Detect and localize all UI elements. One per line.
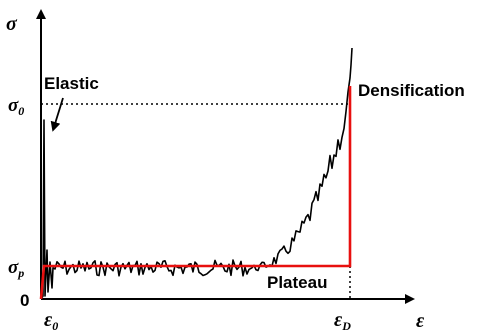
idealized-stress-strain-curve <box>39 86 352 300</box>
plateau-label-background <box>263 270 343 292</box>
eps0-label: ε0 <box>44 309 58 331</box>
measured-stress-strain-curve <box>40 47 353 300</box>
elastic-arrow <box>50 97 64 132</box>
densification-annotation: Densification <box>358 81 465 100</box>
epsD-label: εD <box>334 309 351 331</box>
origin-label: 0 <box>20 291 29 310</box>
elastic-annotation: Elastic <box>44 74 99 93</box>
x-axis-label: ε <box>416 310 425 331</box>
sigma0-label: σ0 <box>8 95 24 118</box>
y-axis-label: σ <box>6 13 18 35</box>
plateau-annotation: Plateau <box>267 273 327 292</box>
sigmap-label: σp <box>8 257 24 280</box>
